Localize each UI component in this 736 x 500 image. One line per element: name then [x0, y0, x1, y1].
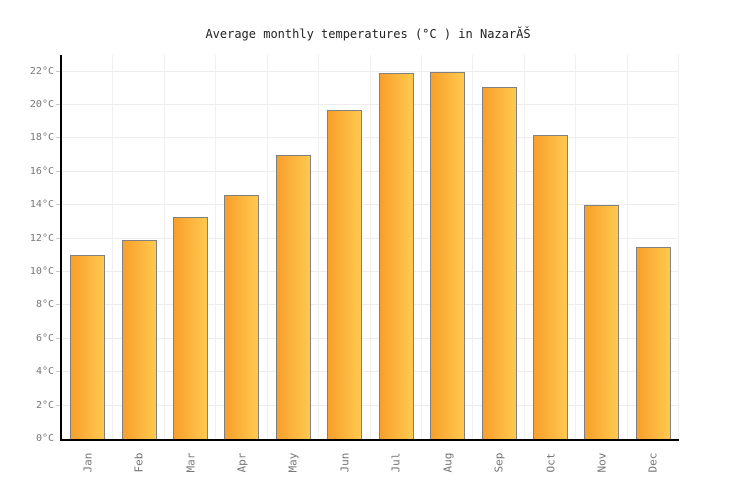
v-gridline [420, 55, 422, 439]
v-gridline [163, 55, 165, 439]
v-gridline [369, 55, 371, 439]
h-gridline [62, 170, 679, 172]
bar-column [319, 55, 370, 439]
y-axis-tick [56, 304, 60, 306]
x-axis-label-feb: Feb [132, 452, 146, 472]
y-axis-label: 20°C [29, 99, 54, 111]
bar-jun [327, 110, 363, 439]
v-gridline [523, 55, 525, 439]
chart-title: Average monthly temperatures (°C ) in Na… [205, 27, 531, 41]
x-axis-label-nov: Nov [595, 452, 609, 472]
bar-apr [224, 195, 260, 439]
y-axis-label: 22°C [29, 65, 54, 77]
y-axis-label: 12°C [29, 232, 54, 244]
y-axis-tick [56, 204, 60, 206]
bar-series [62, 55, 679, 439]
x-axis-label-aug: Aug [441, 452, 455, 472]
bar-column [371, 55, 422, 439]
x-axis-label-jul: Jul [389, 452, 403, 472]
y-axis-tick [56, 137, 60, 139]
y-axis-label: 0°C [35, 433, 54, 444]
bar-jan [70, 255, 106, 439]
h-gridline [62, 337, 679, 339]
v-gridline [112, 55, 114, 439]
h-gridline [62, 404, 679, 406]
bar-oct [533, 135, 568, 439]
h-gridline [62, 304, 679, 306]
h-gridline [62, 204, 679, 206]
y-axis-label: 14°C [29, 199, 54, 211]
y-axis-label: 16°C [29, 165, 54, 177]
bar-column [216, 55, 267, 439]
x-axis-label-apr: Apr [235, 452, 249, 472]
bar-column [576, 55, 627, 439]
bar-column [113, 55, 164, 439]
bar-column [473, 55, 524, 439]
bar-feb [121, 240, 157, 439]
y-axis-tick [56, 104, 60, 106]
x-axis-label-sep: Sep [492, 452, 506, 472]
x-axis-label-mar: Mar [184, 452, 198, 472]
v-gridline [215, 55, 217, 439]
h-gridline [62, 104, 679, 106]
bar-column [422, 55, 473, 439]
x-axis-label-dec: Dec [646, 452, 660, 472]
bar-mar [173, 217, 209, 439]
y-axis-line [60, 55, 62, 441]
y-axis-label: 10°C [29, 266, 54, 278]
bar-aug [430, 72, 466, 439]
v-gridline [472, 55, 474, 439]
y-axis-label: 6°C [35, 332, 54, 344]
bar-dec [635, 247, 671, 439]
plot-area [62, 55, 679, 439]
bar-sep [481, 87, 517, 439]
h-gridline [62, 371, 679, 373]
y-axis-tick [56, 70, 60, 72]
y-axis-label: 18°C [29, 132, 54, 144]
v-gridline [318, 55, 320, 439]
y-axis-label: 2°C [35, 399, 54, 411]
bar-jul [378, 73, 414, 439]
v-gridline [266, 55, 268, 439]
v-gridline [575, 55, 577, 439]
y-axis-tick [56, 271, 60, 273]
v-gridline [678, 55, 679, 439]
v-gridline [626, 55, 628, 439]
x-axis-label-jan: Jan [81, 452, 95, 472]
y-axis-tick [56, 337, 60, 339]
y-axis-label: 8°C [35, 299, 54, 311]
x-axis-label-jun: Jun [338, 452, 352, 472]
y-axis-tick [56, 371, 60, 373]
y-axis-tick [56, 170, 60, 172]
bar-column [628, 55, 679, 439]
y-axis-tick [56, 404, 60, 406]
y-axis-tick [56, 237, 60, 239]
bar-nov [584, 205, 620, 439]
x-axis-label-oct: Oct [543, 452, 557, 472]
bar-may [275, 155, 311, 439]
h-gridline [62, 271, 679, 273]
x-axis-label-may: May [286, 452, 300, 472]
bar-column [165, 55, 216, 439]
bar-column [268, 55, 319, 439]
bar-column [525, 55, 576, 439]
x-axis-line [60, 439, 679, 441]
h-gridline [62, 237, 679, 239]
bar-column [62, 55, 113, 439]
h-gridline [62, 137, 679, 139]
h-gridline [62, 70, 679, 72]
y-axis-label: 4°C [35, 366, 54, 378]
